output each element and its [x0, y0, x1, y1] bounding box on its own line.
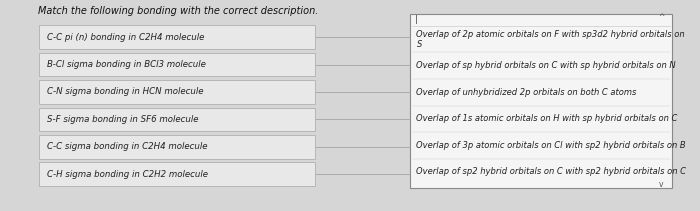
FancyBboxPatch shape [410, 14, 672, 188]
Text: Match the following bonding with the correct description.: Match the following bonding with the cor… [38, 6, 319, 16]
Text: Overlap of sp hybrid orbitals on C with sp hybrid orbitals on N: Overlap of sp hybrid orbitals on C with … [416, 61, 676, 70]
FancyBboxPatch shape [38, 135, 315, 159]
FancyBboxPatch shape [38, 80, 315, 104]
Text: Overlap of 1s atomic orbitals on H with sp hybrid orbitals on C: Overlap of 1s atomic orbitals on H with … [416, 114, 678, 123]
FancyBboxPatch shape [38, 108, 315, 131]
FancyBboxPatch shape [38, 25, 315, 49]
Text: Overlap of sp2 hybrid orbitals on C with sp2 hybrid orbitals on C: Overlap of sp2 hybrid orbitals on C with… [416, 167, 687, 176]
Text: C-N sigma bonding in HCN molecule: C-N sigma bonding in HCN molecule [47, 88, 204, 96]
Text: B-Cl sigma bonding in BCl3 molecule: B-Cl sigma bonding in BCl3 molecule [47, 60, 206, 69]
Text: Overlap of 3p atomic orbitals on Cl with sp2 hybrid orbitals on B: Overlap of 3p atomic orbitals on Cl with… [416, 141, 686, 150]
Text: Overlap of 2p atomic orbitals on F with sp3d2 hybrid orbitals on
S: Overlap of 2p atomic orbitals on F with … [416, 30, 685, 49]
Text: ^: ^ [658, 13, 665, 22]
Text: S-F sigma bonding in SF6 molecule: S-F sigma bonding in SF6 molecule [47, 115, 198, 124]
Text: Overlap of unhybridized 2p orbitals on both C atoms: Overlap of unhybridized 2p orbitals on b… [416, 88, 637, 97]
Text: C-C pi (n) bonding in C2H4 molecule: C-C pi (n) bonding in C2H4 molecule [47, 33, 204, 42]
Text: |: | [415, 15, 418, 24]
Text: v: v [659, 180, 664, 189]
Text: C-H sigma bonding in C2H2 molecule: C-H sigma bonding in C2H2 molecule [47, 170, 208, 179]
FancyBboxPatch shape [38, 162, 315, 186]
FancyBboxPatch shape [38, 53, 315, 76]
Text: C-C sigma bonding in C2H4 molecule: C-C sigma bonding in C2H4 molecule [47, 142, 207, 151]
